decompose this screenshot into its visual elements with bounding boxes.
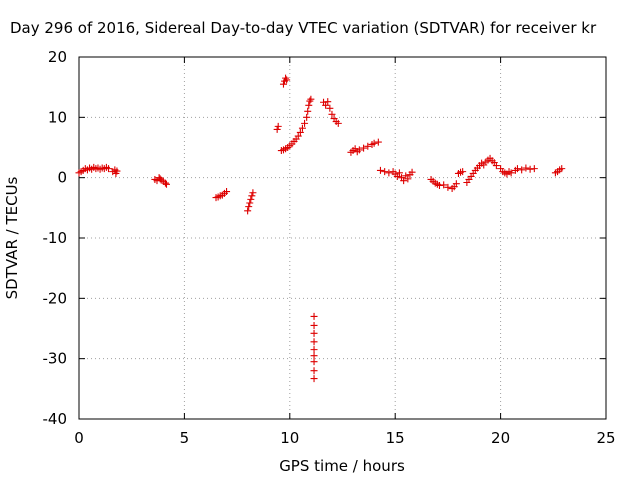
y-tick-labels: -40 -30 -20 -10 0 10 20 [43, 48, 68, 428]
data-point [513, 165, 521, 173]
data-point [381, 168, 389, 176]
data-point [294, 132, 302, 140]
data-point [310, 329, 318, 337]
data-point [307, 95, 315, 103]
data-point [440, 181, 448, 189]
data-point [459, 168, 467, 176]
data-point [105, 165, 113, 173]
data-point [385, 169, 393, 177]
data-point [328, 110, 336, 118]
x-tick-label: 10 [280, 429, 299, 447]
data-point [444, 183, 452, 191]
data-point [435, 182, 443, 190]
data-point [245, 203, 253, 211]
data-point [452, 180, 460, 188]
data-point [395, 169, 403, 177]
x-tick-label: 0 [74, 429, 84, 447]
data-point [558, 165, 566, 173]
data-point [310, 375, 318, 383]
y-tick-label: -30 [43, 350, 68, 368]
data-point [324, 98, 332, 106]
data-point [282, 74, 290, 82]
data-point [526, 165, 534, 173]
data-point [310, 367, 318, 375]
data-point [305, 101, 313, 109]
data-point [370, 139, 378, 147]
data-point [246, 199, 254, 207]
data-point [355, 146, 363, 154]
data-point [310, 346, 318, 354]
data-point [404, 175, 412, 183]
data-point [364, 142, 372, 150]
x-tick-labels: 0 5 10 15 20 25 [74, 429, 615, 447]
data-point [492, 162, 500, 170]
data-point [530, 165, 538, 173]
data-point [322, 101, 330, 109]
y-tick-label: 0 [57, 169, 67, 187]
data-point [334, 119, 342, 127]
x-axis-label: GPS time / hours [279, 457, 405, 475]
data-point [310, 321, 318, 329]
y-tick-label: -20 [43, 289, 68, 307]
axis-ticks [78, 56, 607, 420]
x-tick-label: 5 [180, 429, 190, 447]
plot-frame [78, 56, 607, 420]
data-point [249, 189, 257, 197]
data-point [113, 167, 121, 175]
data-point [223, 188, 231, 196]
data-point [279, 80, 287, 88]
y-axis-label: SDTVAR / TECUs [3, 176, 21, 299]
data-point [518, 166, 526, 174]
data-point [296, 128, 304, 136]
y-tick-label: 10 [48, 108, 67, 126]
data-point [273, 125, 281, 133]
data-point [247, 195, 255, 203]
data-point [408, 168, 416, 176]
data-point [326, 104, 334, 112]
data-point [274, 122, 282, 130]
data-point [310, 358, 318, 366]
x-tick-label: 25 [596, 429, 615, 447]
data-point [360, 144, 368, 152]
data-point [301, 119, 309, 127]
data-point [376, 166, 384, 174]
y-tick-label: 20 [48, 48, 67, 66]
data-point [400, 177, 408, 185]
data-point [374, 138, 382, 146]
data-point [244, 207, 252, 215]
data-point [283, 76, 291, 84]
data-point [298, 124, 306, 132]
data-point [248, 192, 256, 200]
x-tick-label: 20 [491, 429, 510, 447]
data-point [306, 97, 314, 105]
data-point [310, 352, 318, 360]
data-point [507, 169, 515, 177]
chart-title: Day 296 of 2016, Sidereal Day-to-day VTE… [10, 19, 597, 37]
y-tick-label: -40 [43, 410, 68, 428]
data-point [393, 172, 401, 180]
grid-lines [79, 57, 606, 419]
y-tick-label: -10 [43, 229, 68, 247]
x-tick-label: 15 [386, 429, 405, 447]
data-point [303, 113, 311, 121]
data-point [522, 164, 530, 172]
data-points [75, 74, 566, 383]
data-point [304, 107, 312, 115]
data-point [310, 338, 318, 346]
data-point [162, 180, 170, 188]
data-point [161, 179, 169, 187]
data-point [310, 312, 318, 320]
